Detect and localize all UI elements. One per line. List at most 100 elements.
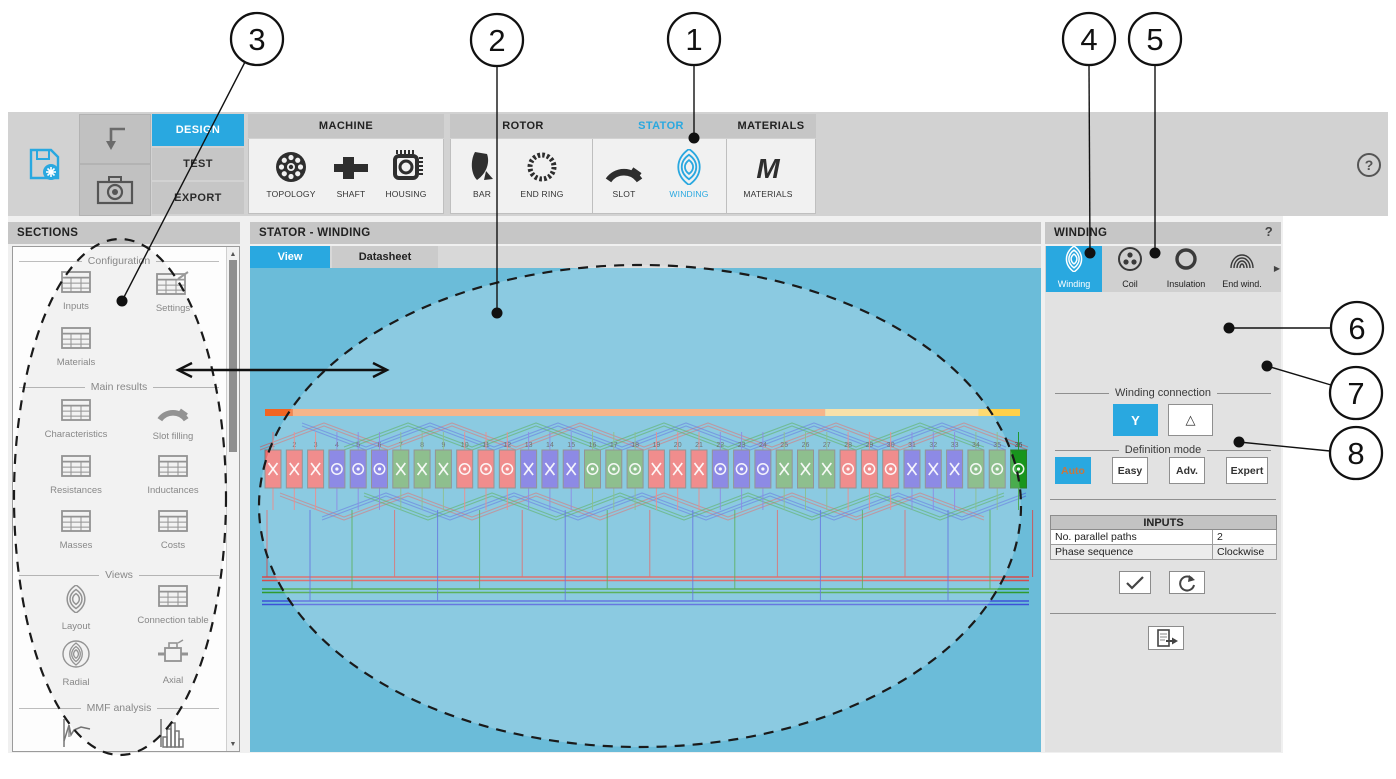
end-winding-glyph [1230,254,1254,269]
tabs-overflow-arrow-icon[interactable]: ▶ [1273,264,1280,273]
subtab-end-wind[interactable]: End wind. [1214,246,1270,292]
scroll-up-arrow[interactable]: ▲ [229,250,237,258]
ribbon-group-body: SLOT WINDING [592,139,730,214]
view-tabs-bar: View Datasheet [250,246,1041,268]
callout-5-number: 5 [1146,22,1163,57]
snapshot-button[interactable] [79,164,151,216]
sidebar-item-inductances[interactable]: Inductances [118,455,228,496]
coil-glyph [66,584,86,614]
table-glyph [61,327,91,349]
harmonics-glyph [160,719,184,748]
floppy-icon [29,148,60,180]
tab-datasheet[interactable]: Datasheet [332,246,438,268]
winding-help-button[interactable]: ? [1264,224,1273,239]
table-glyph [61,510,91,532]
ribbon-group-body: M MATERIALS [726,139,816,214]
ribbon-item-housing[interactable]: HOUSING [374,145,438,199]
sidebar-item-inputs[interactable]: Inputs [21,271,131,312]
scrollbar-thumb[interactable] [229,260,237,452]
sidebar-item-slot-filling[interactable]: Slot filling [118,399,228,442]
table-glyph [61,455,91,477]
sidebar-item-materials[interactable]: Materials [21,327,131,368]
ribbon-item-end-ring[interactable]: END RING [510,145,574,199]
sidebar-item-harmonics-icon[interactable] [118,717,228,754]
radial-view-glyph [62,640,90,668]
input-value[interactable]: 2 [1217,531,1223,543]
mode-button-design[interactable]: DESIGN [152,114,244,146]
sidebar-scrollbar[interactable]: ▲ ▼ [226,247,239,751]
waveform-glyph [63,719,91,747]
application-window: DESIGN TEST EXPORT MACHINE TOPOLOGY SHAFT … [8,112,1388,753]
connection-delta-button[interactable]: △ [1168,404,1213,436]
section-separator: Views [19,569,219,581]
inputs-table-header: INPUTS [1050,515,1277,530]
subtab-winding[interactable]: Winding [1046,245,1102,292]
ribbon-item-materials[interactable]: M MATERIALS [736,145,800,199]
winding-layout-drawing: 1234567891011121314151617181920212223242… [259,409,1034,606]
sidebar-item-label: Resistances [50,485,102,496]
ribbon-group-stator: STATOR SLOT WINDING [592,114,730,214]
coil-glyph [1065,245,1083,273]
table-glyph [158,585,188,607]
callout-5-circle [1127,11,1183,67]
table-settings-glyph [156,271,189,295]
ribbon-group-title: STATOR [592,114,730,138]
ribbon-group-body: TOPOLOGY SHAFT HOUSING [248,139,444,214]
input-value[interactable]: Clockwise [1217,546,1265,558]
subtab-insulation[interactable]: Insulation [1158,246,1214,292]
mode-auto-button[interactable]: Auto [1055,457,1091,484]
callout-4-circle [1061,11,1117,67]
ribbon-item-label: WINDING [669,189,709,199]
mode-expert-button[interactable]: Expert [1226,457,1268,484]
bar-glyph [471,152,493,180]
save-button[interactable] [12,114,76,214]
housing-glyph [393,150,423,180]
sidebar-item-resistances[interactable]: Resistances [21,455,131,496]
ribbon-item-label: BAR [472,189,492,199]
sidebar-item-settings[interactable]: Settings [118,271,228,314]
help-button[interactable]: ? [1356,152,1382,178]
import-button[interactable] [79,114,151,164]
help-icon: ? [1357,153,1381,177]
subtab-label: End wind. [1222,279,1262,289]
ribbon-item-label: SLOT [612,189,636,199]
mode-easy-button[interactable]: Easy [1112,457,1148,484]
ribbon-item-winding[interactable]: WINDING [657,145,721,199]
mode-button-export[interactable]: EXPORT [152,182,244,214]
ribbon-group-materials: MATERIALS M MATERIALS [726,114,816,214]
svg-text:M: M [756,153,780,184]
coil-glyph [677,149,701,185]
sidebar-item-layout[interactable]: Layout [21,584,131,632]
sidebar-item-masses[interactable]: Masses [21,510,131,551]
sidebar-item-connection-table[interactable]: Connection table [118,585,228,626]
scroll-down-arrow[interactable]: ▼ [229,740,237,748]
ribbon-item-topology[interactable]: TOPOLOGY [259,145,323,199]
shaft-glyph [334,157,368,179]
export-report-button[interactable] [1148,626,1184,650]
sidebar-item-label: Materials [56,357,96,368]
sidebar-item-radial[interactable]: Radial [21,639,131,688]
ribbon-group-title: MACHINE [248,114,444,138]
sidebar-item-axial[interactable]: Axial [118,639,228,686]
ribbon-item-bar[interactable]: BAR [450,145,514,199]
sidebar-item-costs[interactable]: Costs [118,510,228,551]
restore-button[interactable] [1169,571,1205,594]
ribbon-item-label: MATERIALS [743,189,793,199]
tab-view[interactable]: View [250,246,330,268]
winding-diagram-view: 1234567891011121314151617181920212223242… [250,268,1041,752]
sidebar-item-waveform-icon[interactable] [21,717,131,754]
sidebar-item-label: Slot filling [152,431,194,443]
subtab-coil[interactable]: Coil [1102,246,1158,292]
sidebar-item-characteristics[interactable]: Characteristics [21,399,131,440]
winding-panel-title: WINDING ? [1045,222,1281,244]
ribbon: DESIGN TEST EXPORT MACHINE TOPOLOGY SHAFT … [8,112,1388,216]
mode-button-test[interactable]: TEST [152,148,244,180]
sidebar-item-label: Layout [61,621,91,632]
apply-button[interactable] [1119,571,1151,594]
connection-wye-button[interactable]: Y [1113,404,1158,436]
ribbon-item-shaft[interactable]: SHAFT [319,145,383,199]
ribbon-group-title: ROTOR [450,114,596,138]
mode-adv-button[interactable]: Adv. [1169,457,1205,484]
input-label: No. parallel paths [1051,530,1213,544]
ribbon-item-slot[interactable]: SLOT [592,145,656,199]
